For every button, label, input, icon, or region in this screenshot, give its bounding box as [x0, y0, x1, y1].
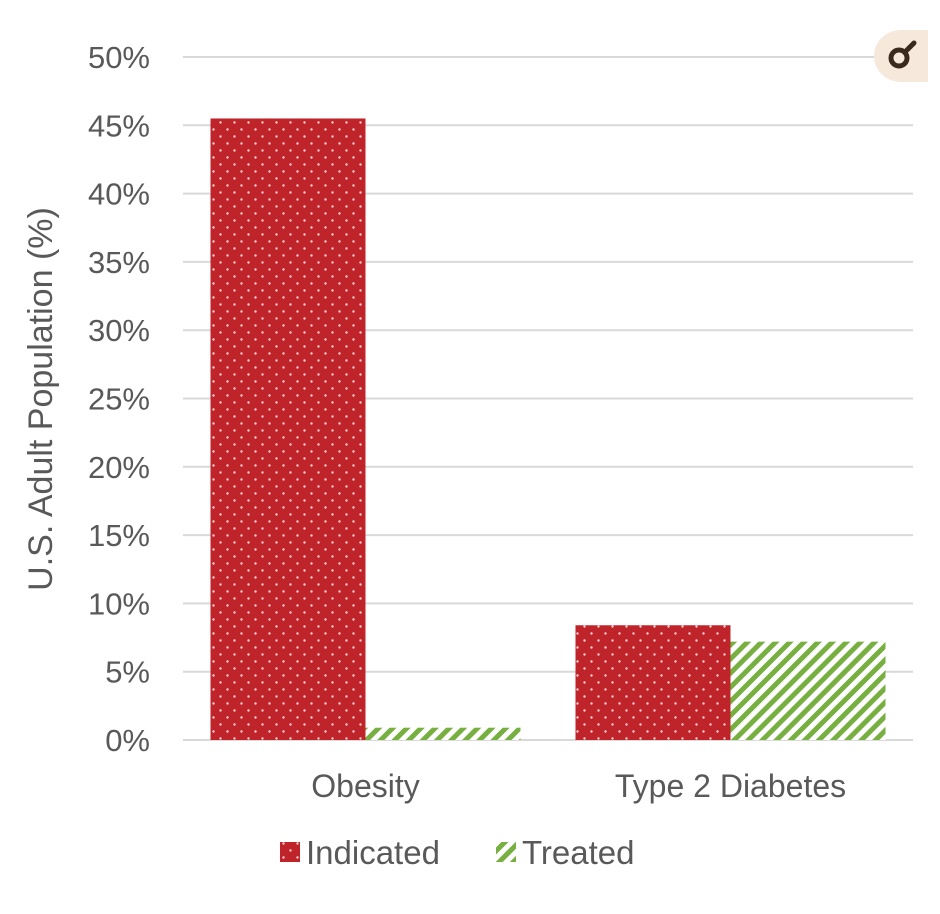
bar-treated-obesity — [365, 727, 521, 740]
legend: Indicated Treated — [280, 834, 635, 871]
magnifier-icon[interactable] — [874, 30, 928, 82]
y-axis-title: U.S. Adult Population (%) — [22, 207, 60, 591]
y-tick-labels: 0% 5% 10% 15% 20% 25% 30% 35% 40% 45% 50% — [88, 40, 150, 758]
y-tick-label: 40% — [88, 177, 150, 212]
bar-treated-type-2-diabetes — [730, 641, 886, 740]
y-tick-label: 5% — [105, 655, 150, 690]
y-tick-label: 30% — [88, 313, 150, 348]
y-tick-label: 15% — [88, 518, 150, 553]
category-labels: Obesity Type 2 Diabetes — [311, 768, 846, 804]
legend-swatch-treated — [496, 842, 516, 862]
y-tick-label: 10% — [88, 586, 150, 621]
bars — [210, 118, 886, 741]
y-tick-label: 45% — [88, 108, 150, 143]
x-category-label: Type 2 Diabetes — [615, 768, 846, 804]
bar-indicated-type-2-diabetes — [575, 625, 731, 740]
y-tick-label: 35% — [88, 245, 150, 280]
legend-swatch-indicated — [280, 842, 300, 862]
y-tick-label: 50% — [88, 40, 150, 75]
bar-indicated-obesity — [210, 118, 366, 741]
legend-label-indicated: Indicated — [306, 834, 440, 871]
y-tick-label: 0% — [105, 723, 150, 758]
y-tick-label: 25% — [88, 382, 150, 417]
y-tick-label: 20% — [88, 450, 150, 485]
x-category-label: Obesity — [311, 768, 419, 804]
legend-label-treated: Treated — [522, 834, 635, 871]
